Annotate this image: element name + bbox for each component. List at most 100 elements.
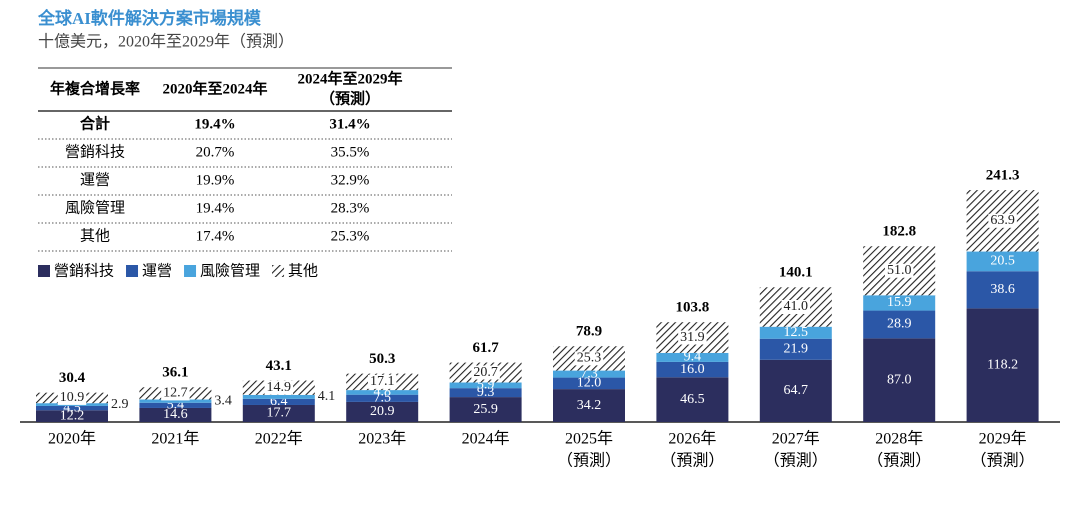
x-tick-label: 2029年 bbox=[979, 430, 1027, 448]
label-bg bbox=[574, 351, 604, 366]
total-label: 182.8 bbox=[882, 224, 916, 240]
label-bg bbox=[264, 380, 294, 395]
chart-subtitle: 十億美元，2020年至2029年（預測） bbox=[38, 33, 294, 51]
value-label: 9.3 bbox=[477, 385, 495, 400]
bar-segment bbox=[656, 377, 729, 422]
value-label: 12.5 bbox=[784, 325, 809, 340]
value-label: 20.5 bbox=[990, 254, 1015, 269]
value-label: 25.3 bbox=[577, 351, 602, 366]
value-label: 34.2 bbox=[577, 398, 602, 413]
bar-segment bbox=[759, 359, 832, 422]
bar-segment bbox=[139, 407, 212, 422]
value-label: 12.7 bbox=[163, 386, 188, 401]
value-label: 20.7 bbox=[473, 365, 498, 380]
value-label: 17.7 bbox=[267, 406, 292, 421]
total-label: 103.8 bbox=[676, 300, 710, 316]
bar-segment bbox=[449, 388, 522, 398]
total-label: 61.7 bbox=[472, 340, 499, 356]
bar-segment bbox=[759, 338, 832, 360]
x-tick-label: 2026年 bbox=[668, 430, 716, 448]
x-tick-label: （預測） bbox=[557, 452, 621, 470]
label-bg bbox=[988, 213, 1017, 228]
x-tick-label: 2024年 bbox=[462, 430, 510, 448]
bar-segment bbox=[656, 361, 729, 378]
table-header: （預測） bbox=[320, 89, 380, 107]
table-header: 年複合增長率 bbox=[50, 79, 140, 97]
value-label: 31.9 bbox=[680, 330, 705, 345]
bar-segment bbox=[863, 295, 936, 311]
table-cell: 風險管理 bbox=[65, 199, 125, 216]
bar-segment bbox=[242, 398, 315, 405]
legend-label: 營銷科技 bbox=[54, 262, 114, 279]
value-label: 64.7 bbox=[784, 383, 809, 398]
table-cell: 20.7% bbox=[196, 144, 235, 160]
bar-segment bbox=[759, 326, 832, 339]
value-label: 25.9 bbox=[473, 402, 498, 417]
value-label: 16.0 bbox=[680, 362, 705, 377]
chart-title: 全球AI軟件解決方案市場規模 bbox=[37, 8, 262, 28]
table-cell: 28.3% bbox=[331, 200, 370, 216]
table-cell: 31.4% bbox=[329, 116, 370, 132]
legend-swatch bbox=[272, 265, 285, 277]
bar-segment bbox=[966, 251, 1039, 272]
value-label: 41.0 bbox=[784, 299, 809, 314]
x-tick-label: 2027年 bbox=[772, 430, 820, 448]
table-cell: 35.5% bbox=[331, 144, 370, 160]
bar-segment bbox=[139, 402, 212, 408]
bar-segment bbox=[449, 382, 522, 389]
total-label: 241.3 bbox=[986, 167, 1020, 183]
value-label: 118.2 bbox=[987, 357, 1018, 372]
bar-segment bbox=[36, 410, 108, 422]
label-bg bbox=[57, 390, 87, 405]
bar-segment bbox=[553, 370, 625, 378]
bar-segment bbox=[863, 338, 936, 422]
table-header: 2020年至2024年 bbox=[162, 79, 267, 97]
value-label: 63.9 bbox=[990, 213, 1015, 228]
bar-segment bbox=[966, 308, 1039, 422]
bar-segment bbox=[553, 389, 625, 422]
table-cell: 32.9% bbox=[331, 172, 370, 188]
legend-label: 運營 bbox=[142, 262, 172, 279]
table-cell: 運營 bbox=[80, 171, 110, 188]
total-label: 78.9 bbox=[576, 324, 602, 340]
label-bg bbox=[471, 365, 500, 380]
bar-segment bbox=[553, 377, 625, 390]
total-label: 36.1 bbox=[162, 365, 188, 381]
value-label: 14.9 bbox=[267, 380, 292, 395]
value-label: 12.0 bbox=[577, 376, 602, 391]
bar-segment bbox=[863, 310, 936, 339]
legend-swatch bbox=[38, 265, 50, 277]
label-bg bbox=[884, 263, 914, 278]
bar-segment bbox=[966, 271, 1039, 309]
bar-segment bbox=[346, 394, 419, 402]
label-bg bbox=[161, 386, 190, 401]
value-label: 9.4 bbox=[684, 350, 702, 365]
table-cell: 25.3% bbox=[331, 228, 370, 244]
value-label: 46.5 bbox=[680, 392, 705, 407]
total-label: 50.3 bbox=[369, 351, 395, 367]
bar-segment bbox=[346, 390, 419, 395]
x-tick-label: （預測） bbox=[764, 452, 828, 470]
bar-segment bbox=[346, 401, 419, 422]
value-label: 28.9 bbox=[887, 317, 912, 332]
value-label: 51.0 bbox=[887, 263, 912, 278]
total-label: 140.1 bbox=[779, 265, 813, 281]
table-cell: 19.4% bbox=[196, 200, 235, 216]
bar-segment bbox=[656, 352, 729, 362]
label-bg bbox=[367, 374, 397, 389]
total-label: 30.4 bbox=[59, 370, 86, 386]
table-cell: 19.9% bbox=[196, 172, 235, 188]
legend-swatch bbox=[184, 265, 197, 277]
table-cell: 19.4% bbox=[194, 116, 235, 132]
table-cell: 營銷科技 bbox=[65, 143, 125, 160]
value-label: 20.9 bbox=[370, 404, 395, 419]
legend-swatch bbox=[126, 265, 139, 277]
legend-label: 風險管理 bbox=[200, 262, 260, 279]
value-label: 2.9 bbox=[111, 397, 129, 412]
total-label: 43.1 bbox=[266, 358, 292, 374]
x-tick-label: 2025年 bbox=[565, 430, 613, 448]
x-tick-label: 2020年 bbox=[48, 430, 96, 448]
value-label: 14.6 bbox=[163, 407, 188, 422]
